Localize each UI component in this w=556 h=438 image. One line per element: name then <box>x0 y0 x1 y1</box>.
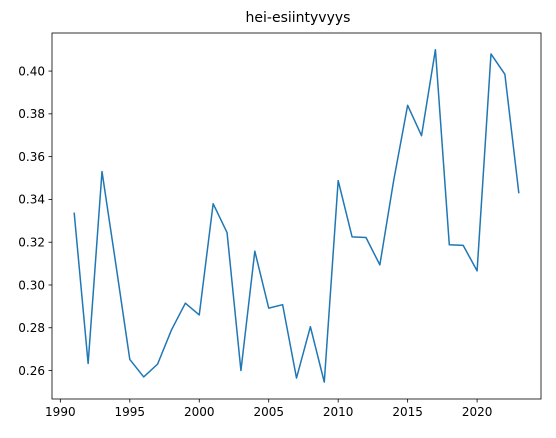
x-tick-label: 2015 <box>392 405 423 419</box>
y-tick-label: 0.32 <box>18 236 45 250</box>
x-tick-label: 2020 <box>462 405 493 419</box>
y-axis: 0.26 0.28 0.30 0.32 0.34 0.36 0.38 0.40 <box>18 64 52 377</box>
y-tick-label: 0.26 <box>18 364 45 378</box>
y-tick-label: 0.36 <box>18 150 45 164</box>
y-tick-label: 0.30 <box>18 278 45 292</box>
chart-title: hei-esiintyvyys <box>246 10 351 26</box>
x-tick-label: 2005 <box>253 405 284 419</box>
x-axis: 1990 1995 2000 2005 2010 2015 2020 <box>45 399 492 419</box>
x-tick-label: 2010 <box>323 405 354 419</box>
series-layer <box>74 50 519 382</box>
y-tick-label: 0.38 <box>18 107 45 121</box>
plot-frame <box>52 33 541 399</box>
y-tick-label: 0.28 <box>18 321 45 335</box>
series-line <box>74 50 519 382</box>
x-tick-label: 2000 <box>184 405 215 419</box>
x-tick-label: 1990 <box>45 405 76 419</box>
x-tick-label: 1995 <box>115 405 146 419</box>
y-tick-label: 0.34 <box>18 193 45 207</box>
y-tick-label: 0.40 <box>18 64 45 78</box>
